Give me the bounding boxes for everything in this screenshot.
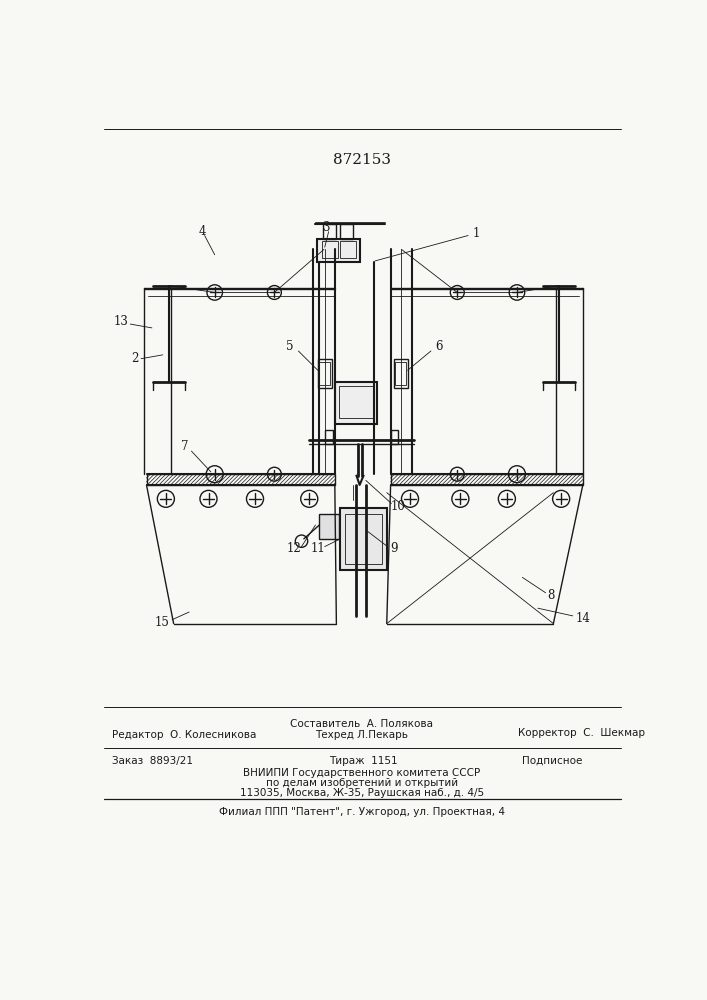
Bar bbox=[320, 514, 339, 539]
Text: 6: 6 bbox=[435, 340, 443, 353]
Text: Заказ  8893/21: Заказ 8893/21 bbox=[112, 756, 192, 766]
Text: 4: 4 bbox=[199, 225, 206, 238]
Bar bbox=[391, 430, 398, 444]
Bar bbox=[345, 514, 382, 564]
Text: Филиал ППП "Патент", г. Ужгород, ул. Проектная, 4: Филиал ППП "Патент", г. Ужгород, ул. Про… bbox=[219, 807, 505, 817]
Text: 2: 2 bbox=[132, 352, 139, 365]
Text: Тираж  1151: Тираж 1151 bbox=[329, 756, 397, 766]
Bar bbox=[340, 224, 353, 239]
Bar bbox=[317, 359, 332, 388]
Text: Подписное: Подписное bbox=[522, 756, 583, 766]
Text: Техред Л.Пекарь: Техред Л.Пекарь bbox=[315, 730, 409, 740]
Text: 9: 9 bbox=[390, 542, 397, 555]
Text: 14: 14 bbox=[575, 612, 590, 625]
Text: 10: 10 bbox=[390, 500, 405, 513]
Text: 5: 5 bbox=[286, 340, 293, 353]
Bar bbox=[323, 224, 336, 239]
Bar bbox=[395, 362, 406, 385]
Bar bbox=[340, 241, 356, 258]
Text: 3: 3 bbox=[322, 221, 330, 234]
Bar bbox=[146, 474, 335, 485]
Text: 8: 8 bbox=[547, 589, 555, 602]
Text: 113035, Москва, Ж-35, Раушская наб., д. 4/5: 113035, Москва, Ж-35, Раушская наб., д. … bbox=[240, 788, 484, 798]
Text: 11: 11 bbox=[310, 542, 325, 555]
Bar bbox=[339, 386, 373, 418]
Text: Редактор  О. Колесникова: Редактор О. Колесникова bbox=[112, 730, 256, 740]
Bar bbox=[394, 359, 408, 388]
Bar bbox=[317, 239, 360, 262]
Bar bbox=[325, 430, 332, 444]
Bar bbox=[335, 382, 378, 424]
Bar bbox=[391, 474, 583, 485]
Text: 1: 1 bbox=[472, 227, 479, 240]
Bar bbox=[320, 362, 330, 385]
Bar bbox=[340, 508, 387, 570]
Text: 15: 15 bbox=[155, 616, 170, 629]
Text: по делам изобретений и открытий: по делам изобретений и открытий bbox=[266, 778, 458, 788]
Text: 7: 7 bbox=[182, 440, 189, 453]
Text: Составитель  А. Полякова: Составитель А. Полякова bbox=[291, 719, 433, 729]
Text: ВНИИПИ Государственного комитета СССР: ВНИИПИ Государственного комитета СССР bbox=[243, 768, 481, 778]
Text: 13: 13 bbox=[114, 315, 129, 328]
Text: 12: 12 bbox=[286, 542, 301, 555]
Text: Корректор  С.  Шекмар: Корректор С. Шекмар bbox=[518, 728, 645, 738]
Text: 872153: 872153 bbox=[333, 153, 391, 167]
Bar bbox=[322, 241, 338, 258]
